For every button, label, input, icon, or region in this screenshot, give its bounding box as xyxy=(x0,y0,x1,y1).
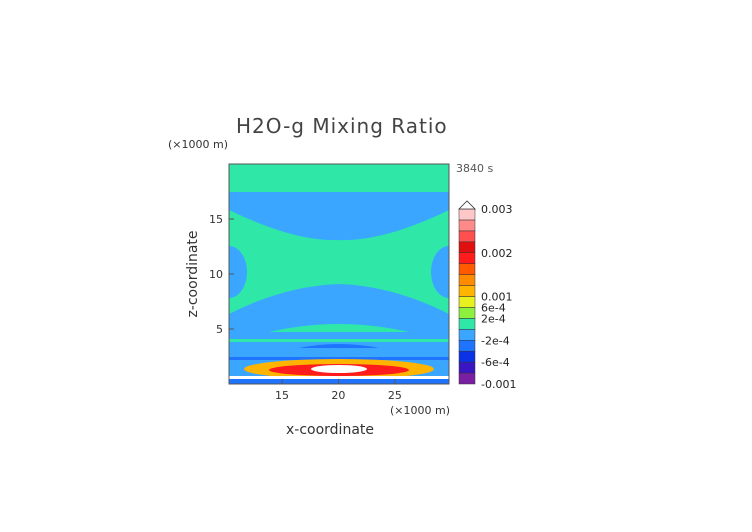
x-axis-ticks: 15 20 25 xyxy=(275,379,402,402)
colorbar-swatch xyxy=(458,329,476,341)
colorbar-swatch xyxy=(458,274,476,286)
negative-band-upper xyxy=(229,192,449,241)
negative-band-middle xyxy=(229,284,449,339)
colorbar-label: -0.001 xyxy=(481,378,516,391)
colorbar-label: 2e-4 xyxy=(481,312,506,325)
x-tick-label: 25 xyxy=(388,389,402,402)
colorbar-swatch xyxy=(458,208,476,221)
x-axis-unit: (×1000 m) xyxy=(390,404,451,417)
negative-lobe-left xyxy=(229,246,247,298)
lower-stripe xyxy=(229,357,449,360)
field-inner-patch xyxy=(269,324,409,332)
x-tick-label: 15 xyxy=(275,389,289,402)
x-axis-label: x-coordinate xyxy=(286,422,375,438)
colorbar-swatch xyxy=(458,241,476,253)
colorbar-swatch xyxy=(458,219,476,232)
colorbar-label: 0.001 xyxy=(481,291,513,304)
y-axis-ticks: 5 10 15 xyxy=(209,213,234,336)
contour-field xyxy=(229,164,449,384)
colorbar-swatch xyxy=(458,318,476,330)
y-tick-label: 10 xyxy=(209,268,223,281)
colorbar-label: -2e-4 xyxy=(481,334,510,347)
colorbar-swatch xyxy=(458,340,476,352)
colorbar-swatch xyxy=(458,296,476,308)
colorbar-label: -6e-4 xyxy=(481,356,510,369)
colorbar-swatch xyxy=(458,350,476,363)
x-tick-label: 20 xyxy=(331,389,345,402)
y-tick-label: 5 xyxy=(216,323,223,336)
colorbar-swatch xyxy=(458,361,476,374)
colorbar-swatch xyxy=(458,372,476,385)
time-label: 3840 s xyxy=(456,162,494,175)
colorbar-swatch xyxy=(458,263,476,275)
colorbar-swatch xyxy=(458,252,476,264)
y-tick-label: 15 xyxy=(209,213,223,226)
colorbar-label: 6e-4 xyxy=(481,301,506,314)
surface-band xyxy=(229,379,449,384)
y-axis-unit: (×1000 m) xyxy=(168,138,229,151)
negative-lobe-right xyxy=(431,246,449,298)
colorbar-extend-triangle xyxy=(458,200,476,210)
colorbar-swatch xyxy=(458,307,476,319)
chart-title: H2O-g Mixing Ratio xyxy=(236,114,448,138)
colorbar-label: 0.003 xyxy=(481,203,513,216)
colorbar-swatch xyxy=(458,285,476,297)
colorbar-swatch xyxy=(458,230,476,243)
surface-white-line xyxy=(229,376,449,379)
colorbar-label: 0.002 xyxy=(481,247,513,260)
plume-cap xyxy=(299,344,379,348)
white-core xyxy=(311,365,367,373)
